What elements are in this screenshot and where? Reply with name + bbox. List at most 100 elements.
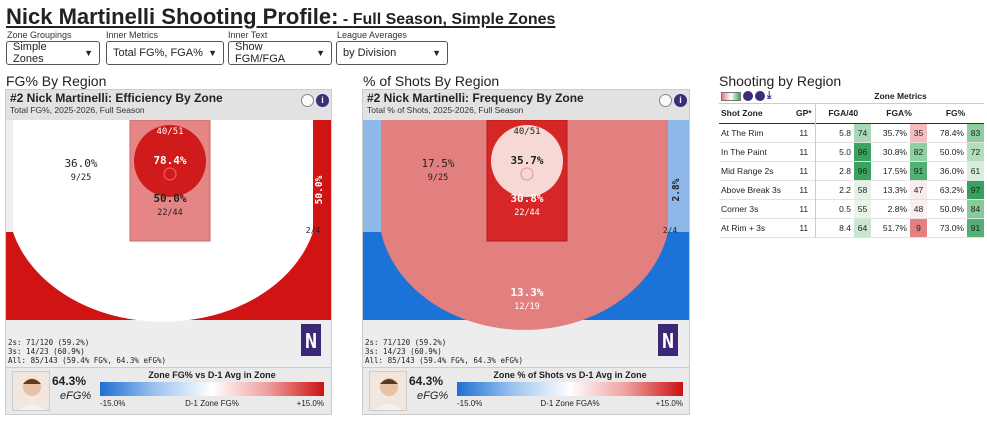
chevron-down-icon: ▼ — [432, 48, 441, 58]
fgap-cell: 51.7% — [882, 222, 907, 233]
settings-icon[interactable] — [743, 91, 753, 101]
legend-max: +15.0% — [296, 399, 324, 408]
stat-line-2s: 2s: 71/120 (59.2%) — [365, 338, 447, 347]
corner-fgm-fga: 2/4 — [663, 226, 678, 235]
rim-fgm-fga: 40/51 — [513, 127, 540, 137]
zone-groupings-label: Zone Groupings — [7, 30, 72, 40]
fgap-cell: 17.5% — [882, 165, 907, 176]
fga40-cell: 5.8 — [839, 127, 851, 138]
legend-gradient — [457, 382, 683, 396]
stat-line-all: All: 85/143 (59.4% FG%, 64.3% eFG%) — [365, 356, 524, 365]
fga40-cell: 8.4 — [839, 222, 851, 233]
rim-zone — [491, 125, 563, 197]
league-averages-select[interactable]: by Division ▼ — [336, 41, 448, 65]
zone-groupings-select[interactable]: Simple Zones ▼ — [6, 41, 100, 65]
fgap-percentile-cell: 48 — [910, 199, 927, 218]
zone-metrics-group-header: Zone Metrics — [874, 91, 927, 101]
right-corner-zone — [313, 120, 331, 232]
legend-mid: D-1 Zone FGA% — [540, 399, 600, 408]
inner-metrics-label: Inner Metrics — [106, 30, 159, 40]
paint-value: 30.8% — [510, 192, 543, 205]
legend-max: +15.0% — [655, 399, 683, 408]
info-icon[interactable]: i — [674, 94, 687, 107]
color-scale-icon[interactable] — [721, 92, 741, 101]
efficiency-chart-subtitle: Total FG%, 2025-2026, Full Season — [10, 105, 145, 115]
stat-line-2s: 2s: 71/120 (59.2%) — [8, 338, 90, 347]
inner-metrics-value: Total FG%, FGA% — [113, 47, 203, 59]
three-value: 63.2% — [153, 286, 186, 299]
legend-title: Zone % of Shots vs D-1 Avg in Zone — [493, 370, 647, 380]
title-season: Full Season — [352, 11, 443, 28]
info-icon[interactable] — [755, 91, 765, 101]
download-icon[interactable]: ⤓ — [767, 90, 772, 101]
paint-value: 50.0% — [153, 192, 186, 205]
inner-text-select[interactable]: Show FGM/FGA ▼ — [228, 41, 332, 65]
col-fga40: FGA/40 — [828, 108, 859, 119]
chevron-down-icon: ▼ — [84, 48, 93, 58]
team-logo-letter: N — [662, 329, 674, 353]
gp-cell: 11 — [793, 123, 816, 142]
fga40-percentile-cell: 74 — [854, 123, 871, 142]
inner-metrics-select[interactable]: Total FG%, FGA% ▼ — [106, 41, 224, 65]
season-stat-lines: 2s: 71/120 (59.2%) 3s: 14/23 (60.9%) All… — [8, 338, 166, 365]
avatar — [376, 378, 402, 410]
table-toolbar: ⤓ Zone Metrics — [719, 90, 984, 104]
zone-groupings-value: Simple Zones — [13, 41, 47, 65]
fg-cell: 50.0% — [939, 146, 964, 157]
shot-zone-cell: At The Rim — [721, 127, 764, 138]
paint-fgm-fga: 22/44 — [514, 208, 540, 218]
col-fg: FG% — [945, 108, 966, 119]
legend-gradient — [100, 382, 324, 396]
corner-fgm-fga: 2/4 — [306, 226, 321, 235]
rim-zone — [134, 125, 206, 197]
left-corner-zone — [363, 120, 381, 232]
table-section-title: Shooting by Region — [719, 73, 842, 89]
team-logo — [658, 324, 678, 356]
fg-percentile-cell: 97 — [967, 180, 984, 199]
fga40-percentile-cell: 64 — [854, 218, 871, 237]
fga40-cell: 0.5 — [839, 203, 851, 214]
fgap-percentile-cell: 91 — [910, 161, 927, 180]
inner-text-label: Inner Text — [228, 30, 268, 40]
legend-mid: D-1 Zone FG% — [185, 399, 239, 408]
toggle-icon[interactable] — [301, 94, 314, 107]
team-logo — [301, 324, 321, 356]
legend-min: -15.0% — [457, 399, 483, 408]
stat-line-all: All: 85/143 (59.4% FG%, 64.3% eFG%) — [8, 356, 167, 365]
team-logo-letter: N — [305, 329, 317, 353]
fga40-percentile-cell: 55 — [854, 199, 871, 218]
mid-fgm-fga: 9/25 — [71, 173, 91, 183]
table-row: Corner 3s 11 0.5 55 2.8% 48 50.0% 84 — [719, 199, 984, 218]
gp-cell: 11 — [793, 199, 816, 218]
hoop — [520, 167, 534, 181]
frequency-court: 40/51 35.7% 30.8% 22/44 17.5% 9/25 2.8% … — [363, 120, 689, 360]
title-prefix: - — [338, 11, 353, 28]
avatar — [19, 378, 45, 410]
shot-zone-cell: Corner 3s — [721, 203, 759, 214]
frequency-chart-panel: #2 Nick Martinelli: Frequency By Zone To… — [362, 89, 690, 415]
table-header-row: Shot Zone GP* FGA/40 FGA% FG% — [719, 104, 984, 123]
title-zones: Simple Zones — [451, 11, 556, 28]
table-row: Above Break 3s 11 2.2 58 13.3% 47 63.2% 97 — [719, 180, 984, 199]
left-corner-zone — [6, 120, 13, 232]
fg-cell: 78.4% — [939, 127, 964, 138]
fgap-cell: 30.8% — [882, 146, 907, 157]
mid-value: 36.0% — [64, 157, 97, 170]
shot-zone-cell: Above Break 3s — [721, 184, 782, 195]
col-fgap: FGA% — [886, 108, 912, 119]
league-averages-label: League Averages — [337, 30, 407, 40]
legend-min: -15.0% — [100, 399, 126, 408]
player-efg-value: 64.3% — [409, 374, 444, 388]
gp-cell: 11 — [793, 218, 816, 237]
right-section-title: % of Shots By Region — [363, 73, 500, 89]
three-fgm-fga: 12/19 — [157, 302, 183, 312]
gp-cell: 11 — [793, 142, 816, 161]
info-icon[interactable]: i — [316, 94, 329, 107]
fga40-percentile-cell: 96 — [854, 142, 871, 161]
fgap-percentile-cell: 82 — [910, 142, 927, 161]
fga40-cell: 5.0 — [839, 146, 851, 157]
corner-value: 50.0% — [314, 175, 325, 204]
hoop — [163, 167, 177, 181]
fgap-percentile-cell: 47 — [910, 180, 927, 199]
toggle-icon[interactable] — [659, 94, 672, 107]
